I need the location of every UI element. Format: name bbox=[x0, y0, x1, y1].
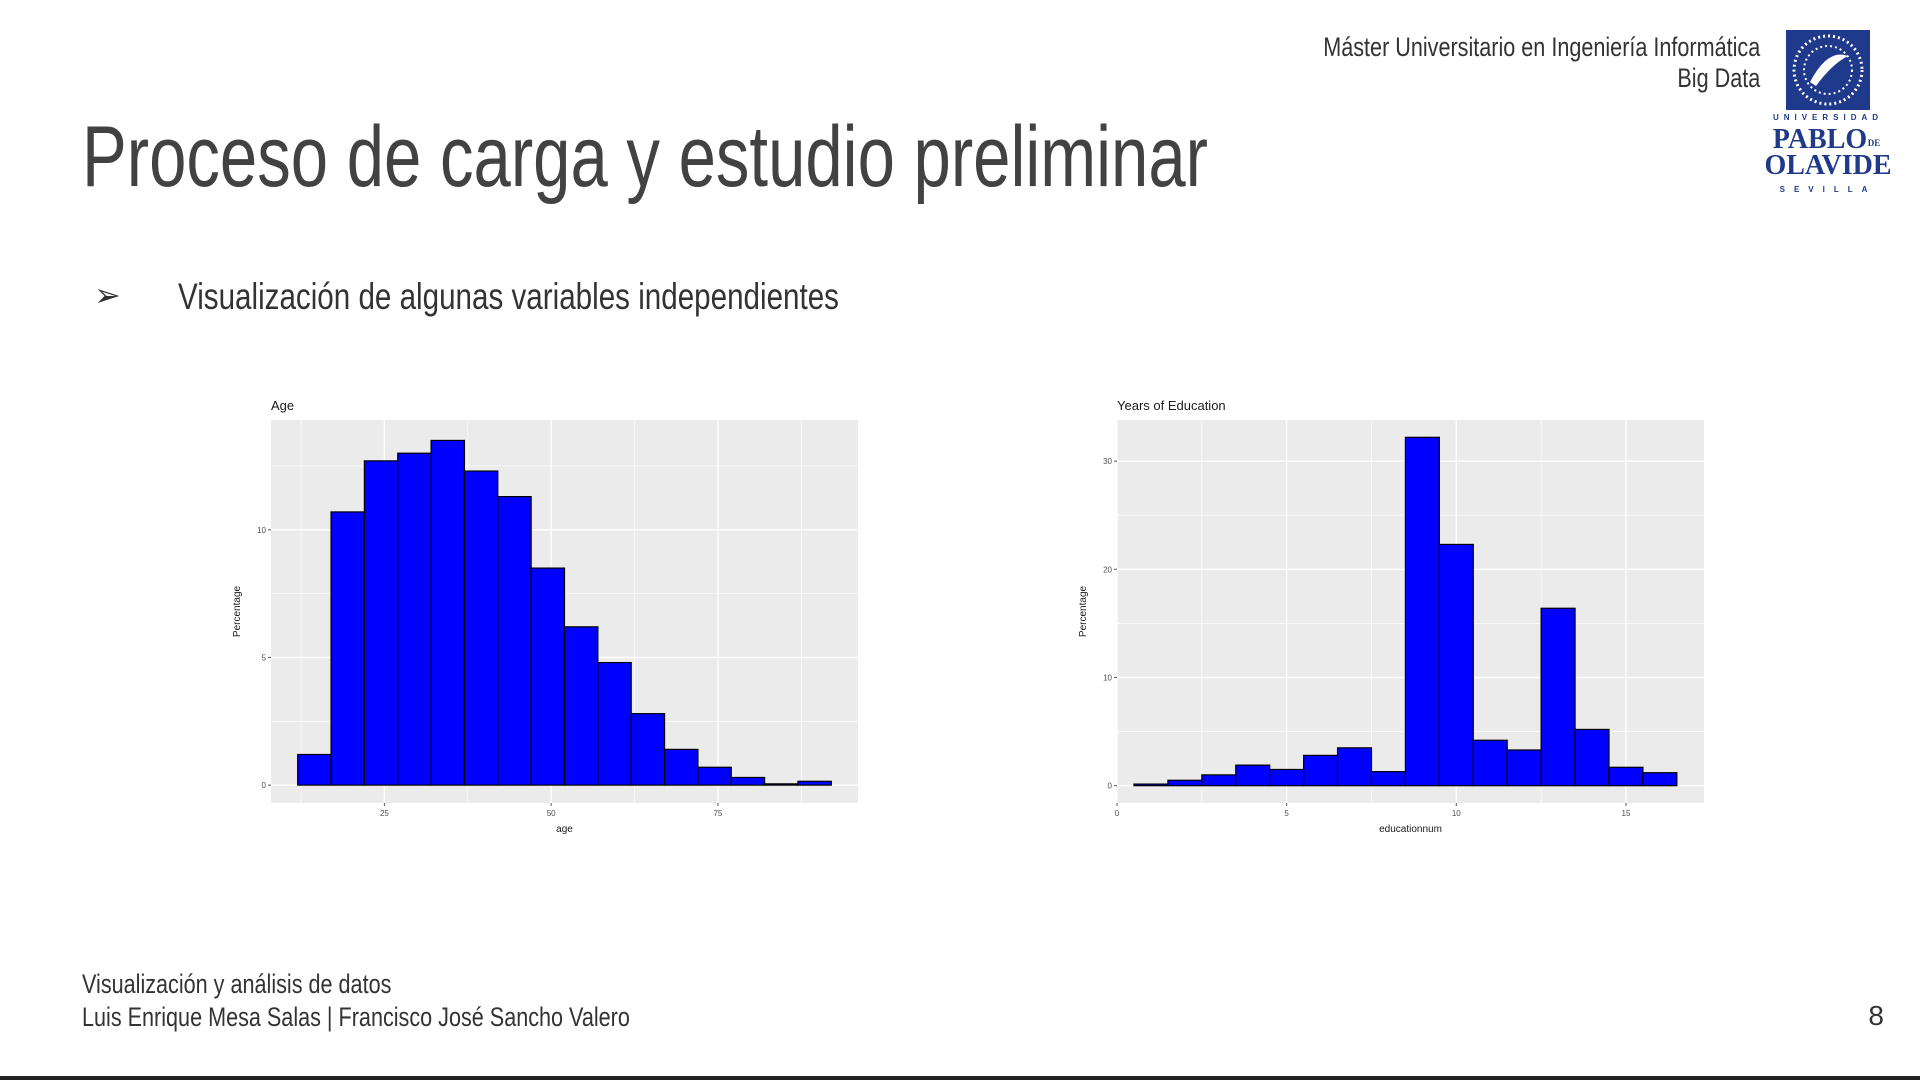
histogram-bar bbox=[530, 567, 566, 786]
y-tick-label: 5 bbox=[262, 653, 267, 662]
histogram-bar bbox=[330, 511, 365, 786]
x-tick-label: 15 bbox=[1622, 809, 1631, 818]
histogram-bar bbox=[1370, 771, 1407, 787]
histogram-bar bbox=[730, 776, 766, 786]
y-tick-label: 20 bbox=[1103, 565, 1112, 574]
histogram-bar bbox=[1133, 783, 1169, 787]
histogram-bar bbox=[1506, 749, 1542, 787]
chart-svg: Years of Education 0 5 10 15 0 10 20 30 education… bbox=[1078, 398, 1704, 835]
histogram-bar bbox=[1303, 754, 1339, 787]
histogram-bar bbox=[397, 452, 432, 786]
program-header: Máster Universitario en Ingeniería Infor… bbox=[1323, 32, 1760, 94]
page-number: 8 bbox=[1868, 1000, 1884, 1031]
histogram-bar bbox=[1336, 747, 1373, 787]
authors: Luis Enrique Mesa Salas | Francisco José… bbox=[82, 1002, 630, 1032]
chart-title: Age bbox=[271, 398, 294, 413]
x-tick-label: 25 bbox=[380, 809, 389, 818]
histogram-bar bbox=[697, 766, 732, 786]
histogram-bar bbox=[1201, 774, 1237, 787]
chart-svg: Age 25 50 75 0 5 10 age Percentage bbox=[232, 398, 858, 835]
y-tick-label: 0 bbox=[1108, 782, 1113, 791]
logo-text-universidad: UNIVERSIDAD bbox=[1773, 113, 1883, 122]
y-axis-label: Percentage bbox=[1078, 585, 1089, 637]
histogram-bar bbox=[1574, 728, 1610, 787]
y-tick-label: 30 bbox=[1103, 457, 1112, 466]
histogram-bar bbox=[363, 460, 399, 786]
x-axis-label: educationnum bbox=[1379, 824, 1442, 835]
histogram-bar bbox=[1472, 739, 1508, 787]
course-name: Visualización y análisis de datos bbox=[82, 969, 392, 999]
histogram-bar bbox=[497, 495, 532, 786]
y-tick-label: 0 bbox=[262, 781, 267, 790]
histogram-bar bbox=[563, 626, 599, 786]
x-tick-label: 0 bbox=[1115, 809, 1120, 818]
histogram-bar bbox=[764, 783, 799, 786]
program-track: Big Data bbox=[1677, 63, 1760, 93]
histogram-bar bbox=[1608, 766, 1644, 787]
logo-text-olavide: OLAVIDE bbox=[1764, 150, 1891, 181]
age-histogram: Age 25 50 75 0 5 10 age Percentage bbox=[228, 392, 868, 844]
program-name: Máster Universitario en Ingeniería Infor… bbox=[1323, 32, 1760, 62]
histogram-bar bbox=[1269, 768, 1305, 787]
x-axis-label: age bbox=[556, 824, 573, 835]
histogram-bar bbox=[1438, 543, 1474, 787]
education-histogram: Years of Education 0 5 10 15 0 10 20 30 education… bbox=[1074, 392, 1714, 844]
x-tick-label: 5 bbox=[1284, 809, 1289, 818]
university-logo: UNIVERSIDAD PABLO DE OLAVIDE SEVILLA bbox=[1762, 28, 1894, 198]
logo-text-sevilla: SEVILLA bbox=[1780, 185, 1877, 194]
histogram-bar bbox=[430, 439, 466, 786]
histogram-bar bbox=[1404, 436, 1440, 787]
logo-text-pablo: PABLO bbox=[1773, 124, 1867, 155]
slide-title: Proceso de carga y estudio preliminar bbox=[82, 109, 1209, 205]
histogram-bar bbox=[1167, 779, 1203, 787]
histogram-bar bbox=[597, 661, 632, 786]
histogram-bar bbox=[1235, 764, 1271, 787]
bullet-text: Visualización de algunas variables indep… bbox=[178, 276, 839, 317]
chart-title: Years of Education bbox=[1117, 398, 1226, 413]
footer: Visualización y análisis de datos Luis E… bbox=[82, 968, 630, 1034]
histogram-bar bbox=[297, 753, 332, 786]
y-tick-label: 10 bbox=[257, 526, 266, 535]
bottom-rule bbox=[0, 1076, 1920, 1080]
logo-text-de: DE bbox=[1868, 138, 1881, 148]
x-tick-label: 50 bbox=[547, 809, 556, 818]
histogram-bar bbox=[797, 780, 832, 786]
histogram-bar bbox=[630, 713, 666, 786]
histogram-bar bbox=[1642, 772, 1678, 787]
x-tick-label: 75 bbox=[713, 809, 722, 818]
histogram-bar bbox=[1540, 607, 1576, 787]
x-tick-label: 10 bbox=[1452, 809, 1461, 818]
y-axis-label: Percentage bbox=[232, 585, 243, 637]
histogram-bar bbox=[463, 470, 499, 786]
histogram-bar bbox=[663, 748, 699, 786]
y-tick-label: 10 bbox=[1103, 673, 1112, 682]
arrow-bullet-icon: ➢ bbox=[94, 277, 121, 313]
